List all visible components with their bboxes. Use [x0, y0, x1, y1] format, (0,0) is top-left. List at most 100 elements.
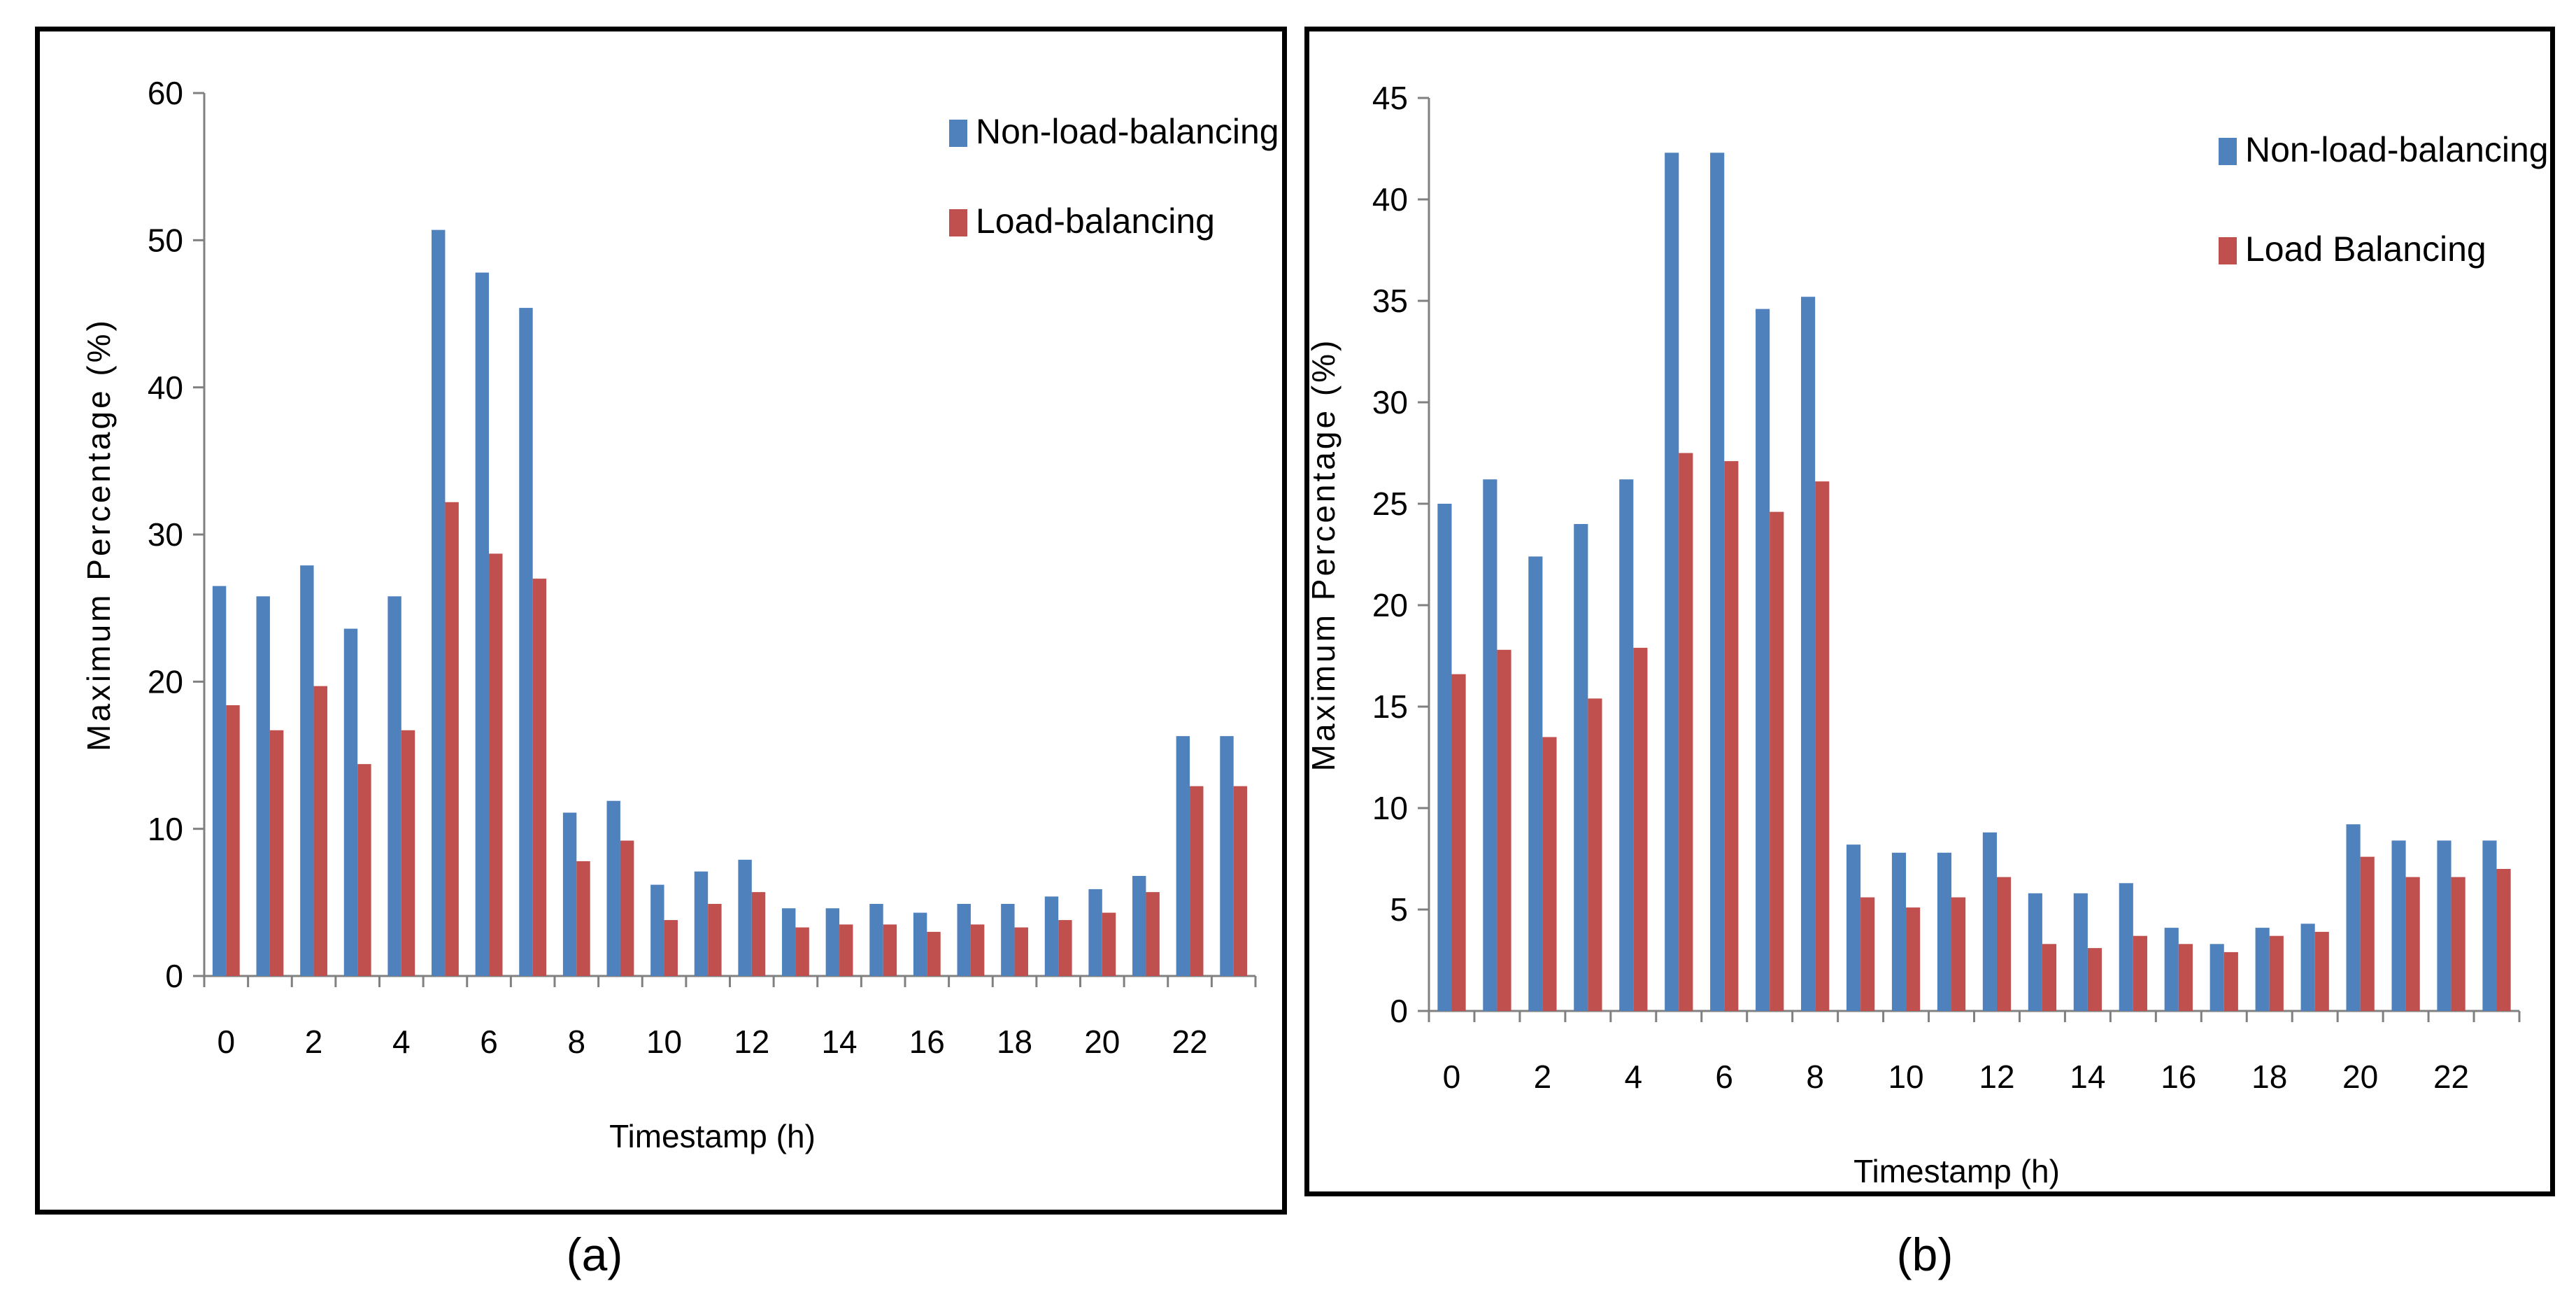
bar-non-load-balancing [2209, 944, 2224, 1011]
bar-load-balancing [401, 730, 415, 976]
x-tick-label: 20 [1084, 1024, 1120, 1060]
legend-label: Load-balancing [976, 201, 1215, 241]
chart-panel-a: 0 10 20 30 40 50 60 0 2 4 6 8 10 12 14 16 18 20 22 Timestam… [35, 27, 1287, 1215]
bar-non-load-balancing [432, 229, 446, 976]
bar-load-balancing [1542, 737, 1557, 1011]
bar-non-load-balancing [387, 596, 401, 976]
legend-swatch-load-balancing [949, 209, 967, 236]
bar-load-balancing [620, 840, 634, 976]
x-tick-label: 4 [1625, 1059, 1643, 1095]
bar-load-balancing [226, 705, 240, 976]
bar-load-balancing [1058, 920, 1072, 976]
bar-non-load-balancing [519, 308, 533, 976]
bar-non-load-balancing [212, 586, 227, 976]
bar-non-load-balancing [2391, 840, 2406, 1011]
bar-non-load-balancing [2437, 840, 2452, 1011]
y-tick-label: 0 [165, 958, 183, 994]
bar-load-balancing [357, 764, 371, 976]
bar-non-load-balancing [782, 908, 796, 976]
bar-load-balancing [927, 931, 941, 976]
legend-swatch-non-load-balancing [949, 120, 967, 147]
bar-non-load-balancing [1982, 832, 1997, 1011]
bar-load-balancing [2223, 951, 2238, 1011]
x-axis-title: Timestamp (h) [609, 1118, 816, 1154]
bar-load-balancing [1190, 786, 1204, 976]
bar-non-load-balancing [475, 272, 490, 976]
bar-load-balancing [1014, 927, 1028, 976]
bar-non-load-balancing [1483, 479, 1497, 1011]
bar-load-balancing [664, 920, 678, 976]
caption-b: (b) [1896, 1229, 1954, 1280]
bar-load-balancing [1679, 453, 1693, 1011]
bar-non-load-balancing [300, 565, 314, 976]
bar-non-load-balancing [1088, 889, 1102, 976]
x-tick-label: 14 [821, 1024, 857, 1060]
bar-load-balancing [313, 686, 327, 976]
x-tick-label: 0 [218, 1024, 236, 1060]
x-axis-title: Timestamp (h) [1853, 1153, 2060, 1189]
x-tick-label: 2 [1534, 1059, 1552, 1095]
bar-non-load-balancing [1176, 736, 1190, 976]
bar-load-balancing [1724, 461, 1739, 1011]
y-tick-label: 20 [148, 663, 183, 700]
x-tick-label: 22 [1172, 1024, 1207, 1060]
bar-load-balancing [1233, 786, 1248, 976]
bar-non-load-balancing [1132, 875, 1146, 976]
bar-load-balancing [1451, 674, 1466, 1011]
y-tick-label: 45 [1372, 80, 1408, 116]
y-tick-label: 10 [1372, 790, 1408, 826]
bar-non-load-balancing [2028, 893, 2042, 1011]
x-tick-label: 6 [1715, 1059, 1733, 1095]
bar-load-balancing [576, 861, 590, 976]
bar-non-load-balancing [869, 903, 883, 976]
bar-load-balancing [1770, 511, 1784, 1011]
bar-load-balancing [1951, 897, 1966, 1011]
bar-non-load-balancing [2073, 893, 2088, 1011]
bar-load-balancing [2451, 877, 2465, 1011]
x-tick-label: 8 [1806, 1059, 1824, 1095]
bar-non-load-balancing [1891, 852, 1907, 1011]
y-tick-label: 30 [148, 516, 183, 553]
y-tick-label: 10 [148, 811, 183, 847]
bar-load-balancing [2496, 869, 2511, 1011]
bar-non-load-balancing [256, 596, 270, 976]
bar-load-balancing [2042, 944, 2057, 1011]
x-tick-label: 10 [646, 1024, 682, 1060]
bar-load-balancing [970, 924, 985, 976]
bar-non-load-balancing [1937, 852, 1952, 1011]
bar-non-load-balancing [913, 912, 927, 976]
x-tick-label: 16 [2161, 1059, 2196, 1095]
x-tick-label: 0 [1443, 1059, 1461, 1095]
x-tick-label: 12 [1979, 1059, 2014, 1095]
bar-non-load-balancing [343, 628, 358, 976]
bar-load-balancing [2178, 944, 2193, 1011]
bar-non-load-balancing [957, 903, 971, 976]
legend-swatch-load-balancing [2219, 237, 2237, 264]
bar-non-load-balancing [1001, 903, 1015, 976]
bar-load-balancing [2405, 877, 2420, 1011]
bar-load-balancing [2133, 935, 2147, 1011]
x-tick-label: 18 [997, 1024, 1032, 1060]
bar-non-load-balancing [1756, 309, 1770, 1012]
bar-load-balancing [839, 924, 853, 976]
bar-non-load-balancing [738, 859, 752, 976]
bar-non-load-balancing [1220, 736, 1234, 976]
x-tick-label: 14 [2070, 1059, 2105, 1095]
bar-load-balancing [883, 924, 897, 976]
bar-load-balancing [1497, 649, 1511, 1011]
x-tick-label: 2 [305, 1024, 323, 1060]
legend-label: Non-load-balancing [2245, 130, 2549, 169]
legend-label: Non-load-balancing [976, 112, 1279, 151]
y-tick-label: 0 [1390, 993, 1408, 1029]
bar-load-balancing [489, 553, 503, 976]
x-tick-label: 12 [734, 1024, 769, 1060]
bar-non-load-balancing [825, 908, 840, 976]
bar-non-load-balancing [1574, 524, 1588, 1011]
x-tick-label: 16 [909, 1024, 945, 1060]
legend-swatch-non-load-balancing [2219, 138, 2237, 165]
bar-non-load-balancing [1619, 479, 1634, 1011]
bar-non-load-balancing [650, 884, 664, 976]
bar-non-load-balancing [2482, 840, 2497, 1011]
bar-non-load-balancing [1846, 844, 1861, 1011]
bar-load-balancing [1102, 912, 1116, 976]
